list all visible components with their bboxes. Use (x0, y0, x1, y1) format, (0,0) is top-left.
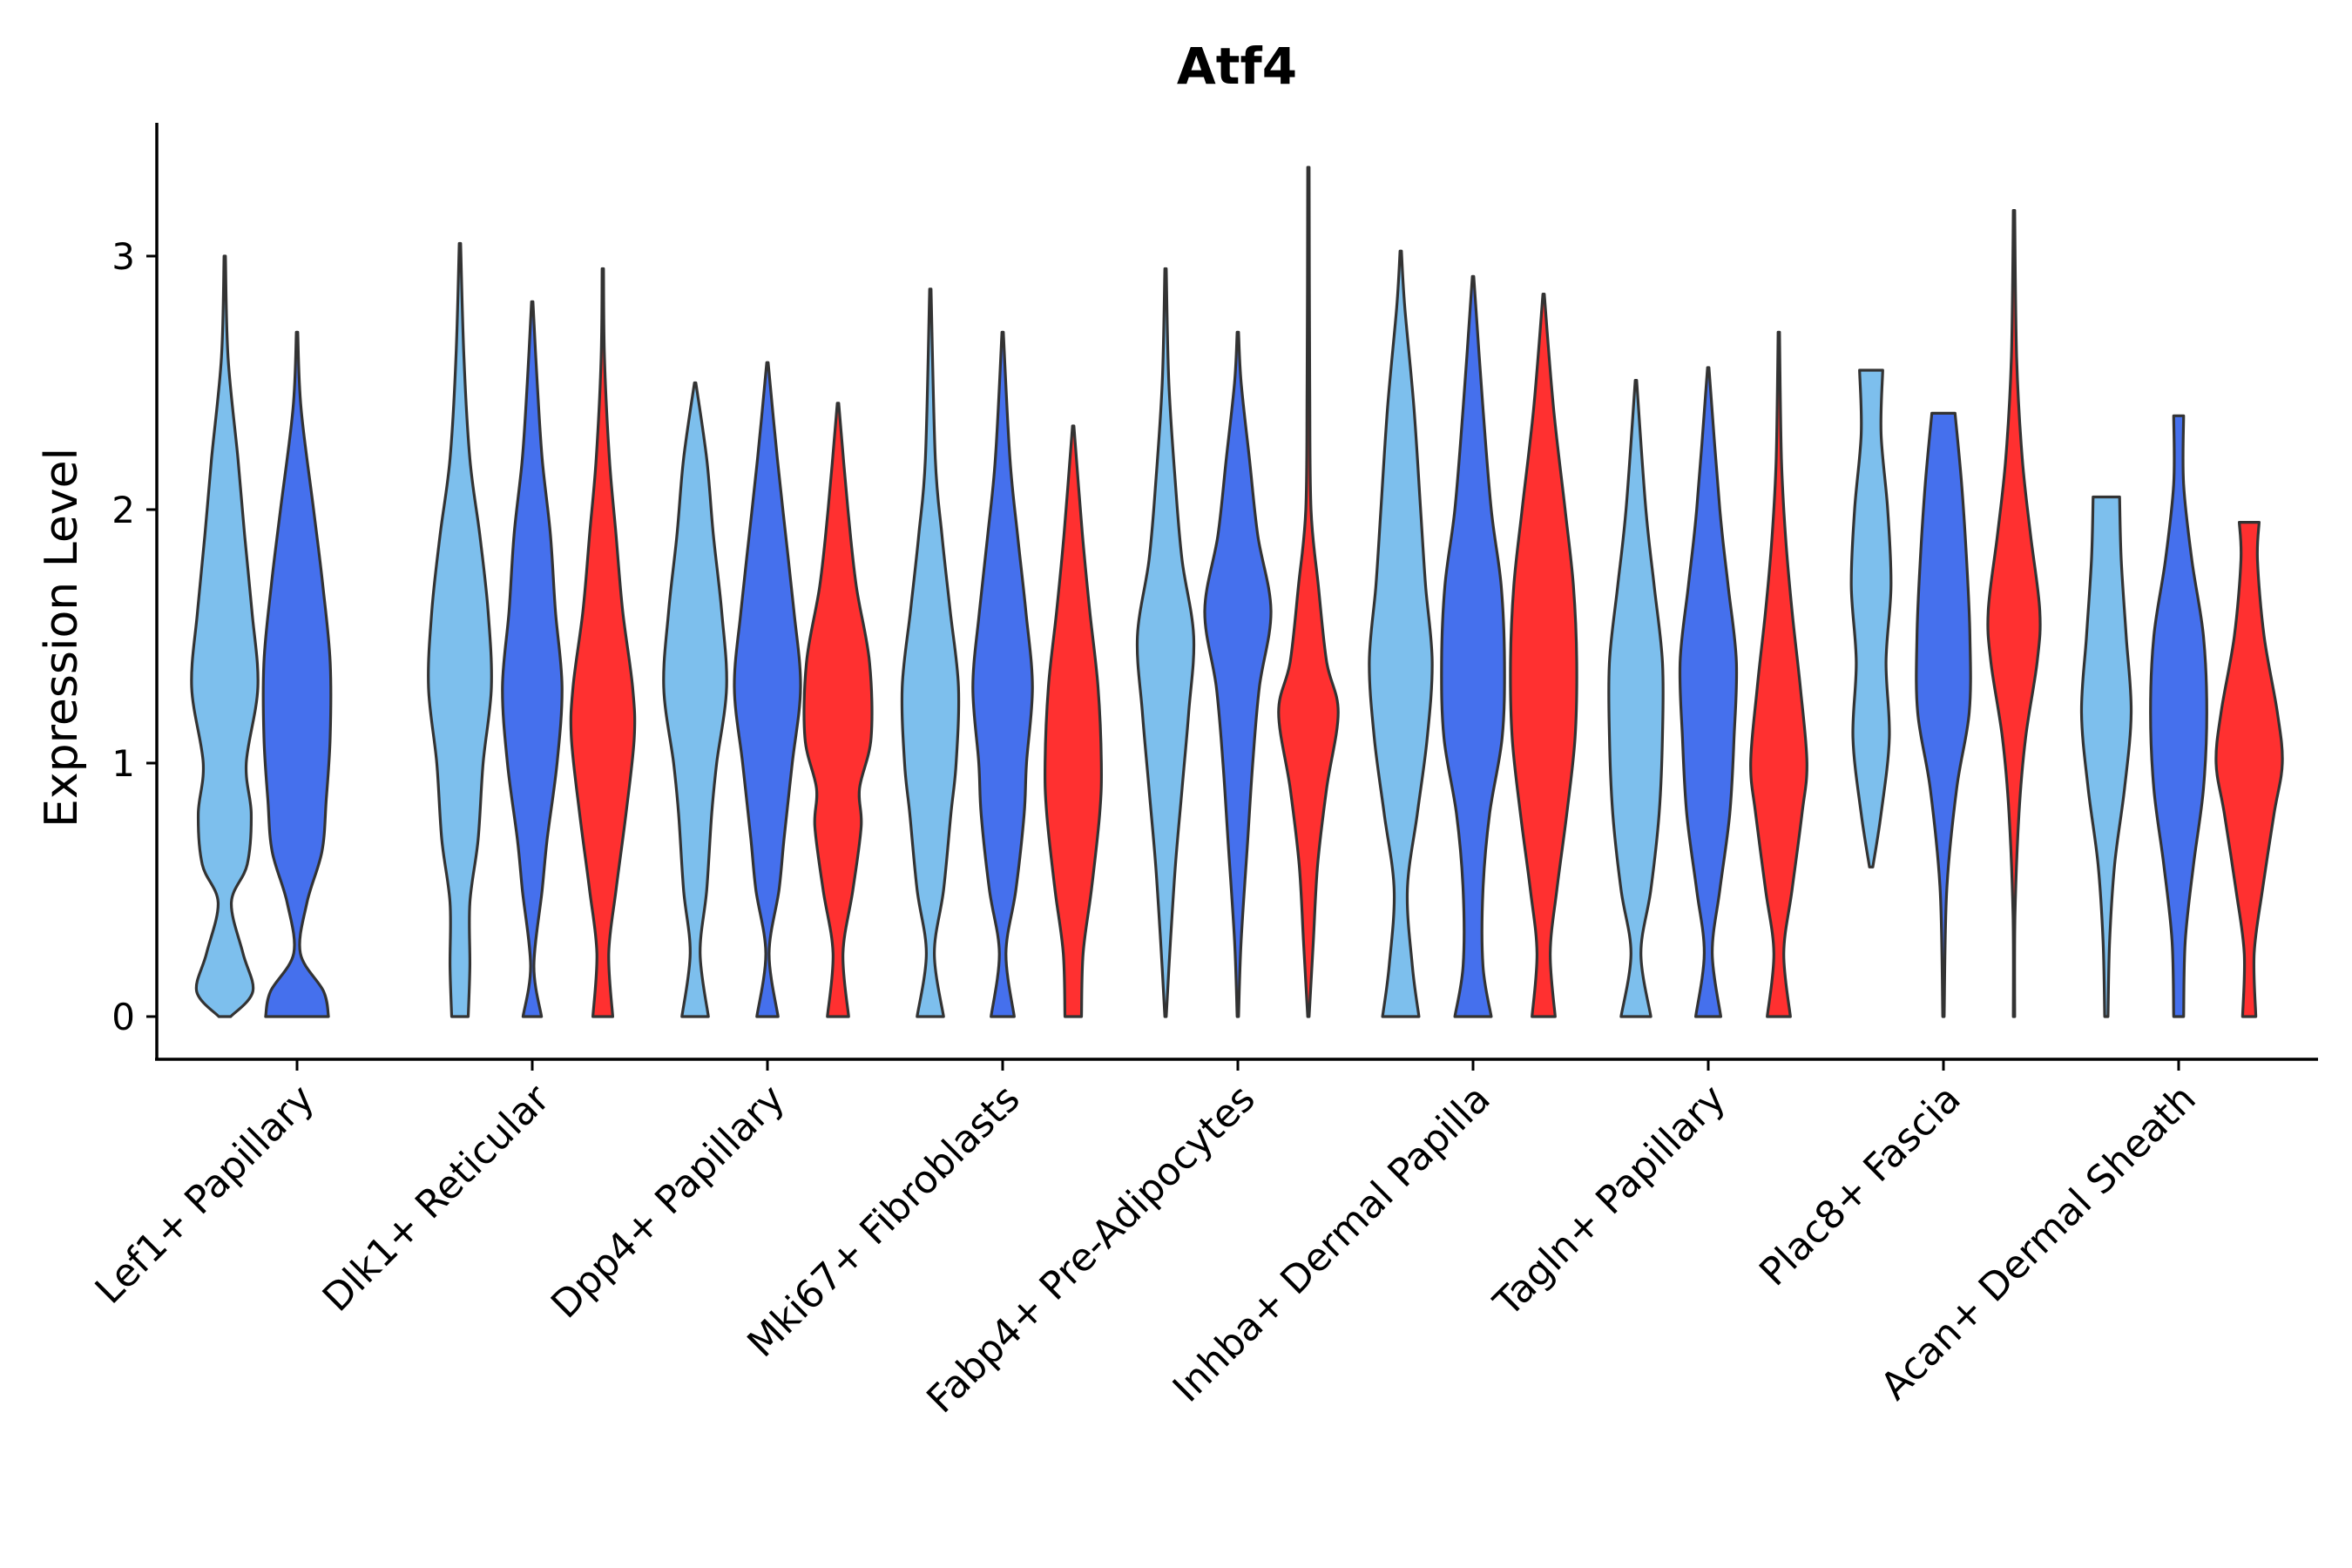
violin-fabp4-pre-adipocytes-group-1 (1135, 267, 1196, 1018)
x-tick-label: Tagln+ Papillary (1485, 1077, 1734, 1326)
violin-mki67-fibroblasts-group-3 (1044, 424, 1103, 1018)
violin-inhba-dermal-papilla-group-2 (1440, 274, 1506, 1018)
violin-dpp4-papillary-group-1 (662, 381, 728, 1018)
violin-dlk1-reticular-group-1 (427, 241, 493, 1018)
violin-dlk1-reticular-group-3 (569, 267, 637, 1018)
violin-dlk1-reticular-group-2 (501, 300, 564, 1018)
violin-tagln-papillary-group-3 (1749, 330, 1808, 1018)
y-axis-label: Expression Level (36, 448, 88, 828)
y-axis-ticks: 0 1 2 3 (112, 235, 157, 1038)
x-tick-label: Dlk1+ Reticular (314, 1076, 559, 1321)
violin-tagln-papillary-group-2 (1678, 366, 1739, 1018)
violin-inhba-dermal-papilla-group-3 (1509, 293, 1578, 1018)
chart-title: Atf4 (1177, 37, 1297, 96)
violin-acan-dermal-sheath-group-3 (2214, 521, 2284, 1018)
violin-tagln-papillary-group-1 (1607, 379, 1665, 1018)
x-tick-label: Lef1+ Papillary (87, 1077, 323, 1313)
y-tick-label: 1 (112, 742, 135, 785)
violin-dpp4-papillary-group-3 (802, 402, 874, 1018)
violin-plac8-fascia-group-3 (1986, 209, 2042, 1018)
violins-layer (190, 166, 2284, 1018)
violin-acan-dermal-sheath-group-2 (2149, 414, 2208, 1018)
y-tick-label: 2 (112, 489, 135, 531)
y-tick-label: 3 (112, 235, 135, 278)
violin-lef1-papillary-group-1 (190, 254, 260, 1018)
violin-plac8-fascia-group-1 (1849, 368, 1893, 868)
violin-plac8-fascia-group-2 (1915, 411, 1972, 1018)
y-tick-label: 0 (112, 996, 135, 1038)
violin-dpp4-papillary-group-2 (733, 361, 802, 1018)
violin-lef1-papillary-group-2 (261, 330, 333, 1018)
x-tick-label: Plac8+ Fascia (1751, 1077, 1970, 1295)
violin-mki67-fibroblasts-group-2 (971, 330, 1034, 1018)
violin-fabp4-pre-adipocytes-group-2 (1203, 330, 1273, 1018)
violin-inhba-dermal-papilla-group-1 (1368, 249, 1434, 1018)
violin-mki67-fibroblasts-group-1 (900, 287, 961, 1018)
x-tick-label: Dpp4+ Papillary (543, 1077, 794, 1328)
violin-fabp4-pre-adipocytes-group-3 (1277, 166, 1340, 1018)
violin-acan-dermal-sheath-group-1 (2079, 495, 2133, 1018)
